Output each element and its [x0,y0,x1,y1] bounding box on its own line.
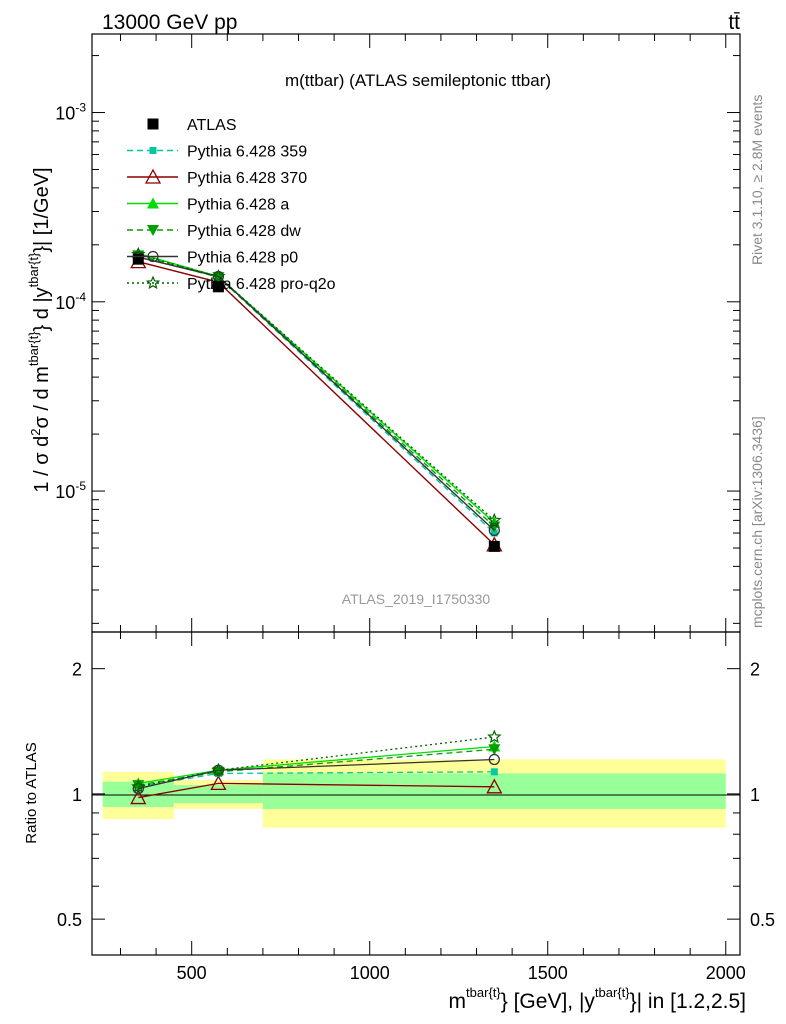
y-tick-label: 10-5 [55,479,86,502]
ratio-y-tick-label: 2 [72,660,82,680]
main-y-axis-label: 1 / σ d2σ / d mtbar{t}} d |ytbar{t}}| [1… [26,167,53,492]
ratio-x-axis: 500 1000 1500 2000 [119,632,746,983]
ratio-marker [132,782,144,795]
legend-marker [147,197,159,209]
ratio-marker [490,768,498,776]
series-line [138,255,495,534]
ratio-marker [210,775,227,791]
process-label: tt̄ [728,11,740,34]
legend-marker [147,225,159,236]
legend-marker [149,147,157,154]
ratio-marker [486,778,503,794]
ratio-marker [488,744,501,756]
mcplots-label: mcplots.cern.ch [arXiv:1306.3436] [749,416,765,628]
series-line [138,254,495,527]
analysis-id: ATLAS_2019_I1750330 [342,591,491,607]
main-panel: 10-3 10-4 10-5 m(ttbar) (ATLAS semileptoni… [26,33,741,633]
series-line [138,256,495,531]
data-point [132,253,144,265]
ratio-marker [132,780,145,792]
series-marker [211,268,226,283]
ratio-line [138,736,495,788]
series-marker [488,524,500,536]
legend: ATLAS Pythia 6.428 359 Pythia 6.428 370 Pyt… [127,117,336,293]
ratio-marker [130,789,147,805]
legend-label: Pythia 6.428 dw [187,223,301,240]
x-tick-label: 500 [177,963,207,983]
ratio-y-tick-label: 1 [72,785,82,805]
beam-label: 13000 GeV pp [102,11,237,34]
legend-marker [147,118,159,130]
ratio-y-tick-label-right: 0.5 [750,910,775,930]
legend-label: Pythia 6.428 pro-q2o [187,276,336,293]
band-inner [173,785,263,804]
x-tick-label: 1000 [350,963,390,983]
main-x-ticks [119,34,727,632]
legend-label: Pythia 6.428 359 [187,144,307,161]
legend-label: Pythia 6.428 p0 [187,250,298,267]
legend-marker [147,250,159,263]
x-tick-label: 2000 [706,963,746,983]
main-y-axis: 10-3 10-4 10-5 [55,55,740,624]
main-series-layer [130,246,503,552]
ratio-y-tick-label-right: 2 [750,660,760,680]
data-point [488,540,500,552]
x-axis-label: mtbar{t}} [GeV], |ytbar{t}}| in [1.2,2.5… [449,985,746,1013]
series-line [138,260,495,546]
ratio-panel: 0.5 0.5 1 1 2 2 500 1000 1500 2000 Ratio to ATLA… [23,631,775,983]
legend-label: Pythia 6.428 370 [187,170,307,187]
ratio-y-axis: 0.5 0.5 1 1 2 2 [57,660,775,930]
y-tick-label: 10-3 [55,101,86,124]
plot-title: m(ttbar) (ATLAS semileptonic ttbar) [285,71,551,90]
legend-label: Pythia 6.428 a [187,197,289,214]
y-tick-label: 10-4 [55,290,86,313]
legend-marker [144,168,162,184]
ratio-marker [488,753,500,766]
series-marker [487,512,502,527]
ratio-marker [211,762,226,777]
ratio-y-axis-label: Ratio to ATLAS [23,742,40,843]
ratio-marker [487,729,502,744]
ratio-line [138,782,495,799]
data-point [212,281,224,293]
series-marker [490,529,498,537]
x-tick-label: 1500 [528,963,568,983]
series-line [138,252,495,524]
ratio-uncertainty-bands [102,759,726,828]
legend-marker [145,275,161,290]
ratio-y-tick-label: 0.5 [57,910,82,930]
ratio-marker [131,779,146,793]
legend-label: ATLAS [187,117,237,134]
ratio-series-layer [130,729,503,805]
rivet-version-label: Rivet 3.1.10, ≥ 2.8M events [749,95,765,265]
ratio-y-tick-label-right: 1 [750,785,760,805]
